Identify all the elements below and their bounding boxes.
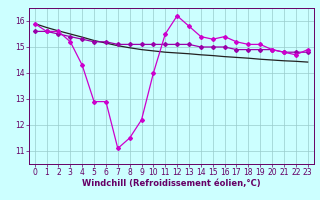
X-axis label: Windchill (Refroidissement éolien,°C): Windchill (Refroidissement éolien,°C) — [82, 179, 260, 188]
